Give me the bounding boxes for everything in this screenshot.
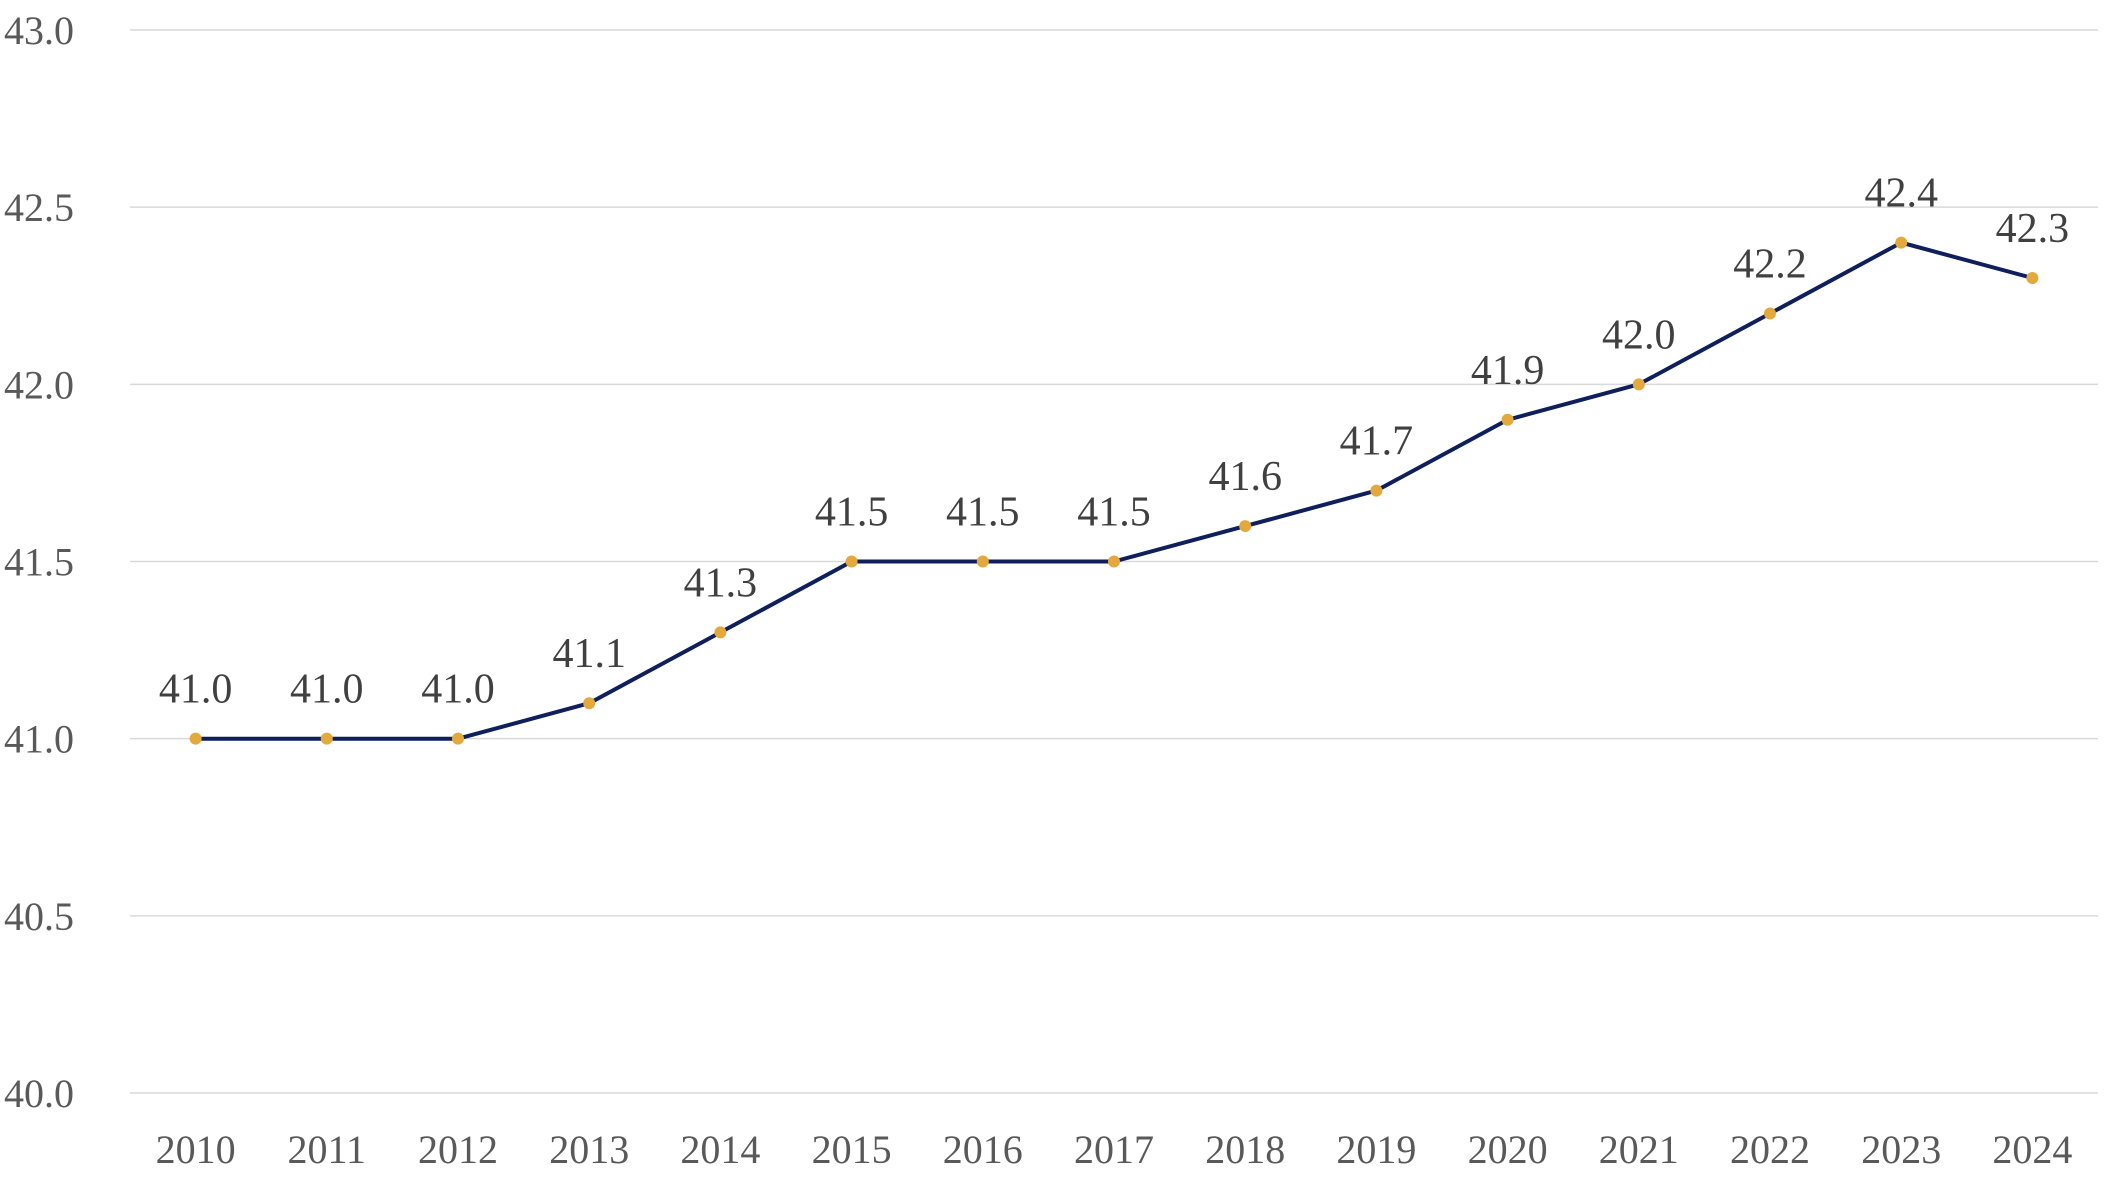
x-tick-label: 2023 xyxy=(1861,1127,1941,1172)
y-tick-label: 42.5 xyxy=(4,185,74,230)
x-tick-label: 2010 xyxy=(156,1127,236,1172)
data-point xyxy=(1895,236,1908,249)
data-label: 42.2 xyxy=(1733,241,1807,287)
data-point xyxy=(1239,520,1252,533)
x-tick-label: 2019 xyxy=(1336,1127,1416,1172)
data-label: 41.0 xyxy=(421,667,495,713)
data-point xyxy=(1108,555,1120,568)
x-tick-label: 2020 xyxy=(1468,1127,1548,1172)
x-tick-label: 2016 xyxy=(943,1127,1023,1172)
data-label: 42.3 xyxy=(1996,206,2070,252)
data-label: 41.5 xyxy=(1077,490,1151,536)
data-point xyxy=(2026,272,2039,285)
x-tick-label: 2014 xyxy=(680,1127,760,1172)
data-label: 41.3 xyxy=(684,560,758,606)
data-point xyxy=(452,732,464,745)
data-point xyxy=(583,697,596,710)
data-label: 41.5 xyxy=(815,490,889,536)
y-tick-label: 40.5 xyxy=(4,894,74,939)
data-label: 41.7 xyxy=(1340,419,1414,465)
data-point xyxy=(1501,413,1514,426)
data-point xyxy=(1370,484,1383,497)
x-tick-label: 2018 xyxy=(1205,1127,1285,1172)
y-tick-label: 43.0 xyxy=(4,8,74,53)
x-tick-label: 2012 xyxy=(418,1127,498,1172)
data-label: 41.1 xyxy=(552,631,626,677)
x-axis: 2010 2011 2012 2013 2014 2015 2016 2017 2018 2019… xyxy=(156,1127,2073,1172)
data-label: 41.0 xyxy=(290,667,364,713)
x-tick-label: 2013 xyxy=(549,1127,629,1172)
x-tick-label: 2022 xyxy=(1730,1127,1810,1172)
x-tick-label: 2011 xyxy=(288,1127,367,1172)
data-label: 41.6 xyxy=(1208,454,1282,500)
y-axis: 40.0 40.5 41.0 41.5 42.0 42.5 43.0 xyxy=(4,8,74,1116)
data-label: 41.5 xyxy=(946,490,1020,536)
y-tick-label: 41.0 xyxy=(4,717,74,762)
data-point xyxy=(845,555,858,568)
x-tick-label: 2015 xyxy=(812,1127,892,1172)
x-tick-label: 2024 xyxy=(1992,1127,2072,1172)
data-label: 41.0 xyxy=(159,667,233,713)
y-tick-label: 41.5 xyxy=(4,540,74,585)
x-tick-label: 2017 xyxy=(1074,1127,1154,1172)
data-point xyxy=(320,732,333,745)
series-group xyxy=(189,236,2039,745)
x-tick-label: 2021 xyxy=(1599,1127,1679,1172)
data-point xyxy=(189,732,202,745)
data-point xyxy=(976,555,989,568)
data-label: 42.0 xyxy=(1602,312,1676,358)
y-tick-label: 42.0 xyxy=(4,362,74,407)
data-label: 41.9 xyxy=(1471,348,1545,394)
data-point xyxy=(1632,378,1645,391)
data-point xyxy=(1764,307,1776,320)
y-tick-label: 40.0 xyxy=(4,1071,74,1116)
data-point xyxy=(714,626,727,639)
data-label: 42.4 xyxy=(1864,171,1938,217)
data-labels: 41.0 41.0 41.0 41.1 41.3 41.5 41.5 41.5 41.6 41.7… xyxy=(159,171,2069,713)
